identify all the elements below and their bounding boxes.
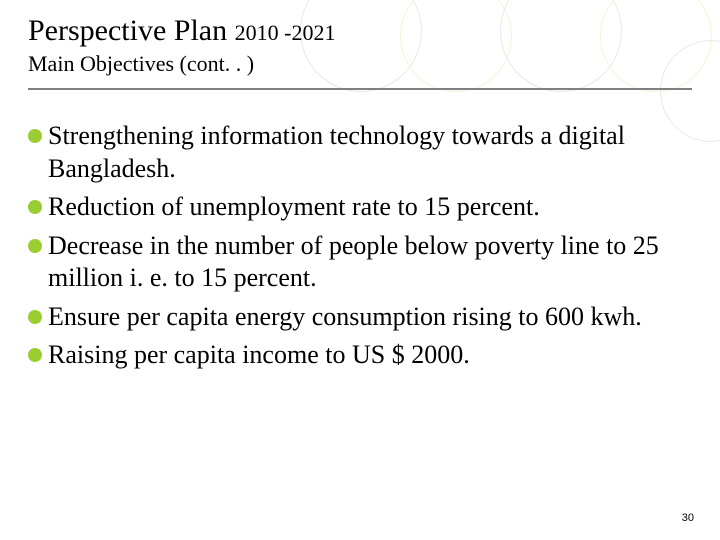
page-number: 30 [682, 512, 694, 524]
list-item: Strengthening information technology tow… [28, 120, 692, 185]
bullet-icon [28, 348, 42, 362]
list-item: Ensure per capita energy consumption ris… [28, 301, 692, 334]
title-years: 2010 -2021 [235, 20, 336, 45]
title-block: Perspective Plan 2010 -2021 Main Objecti… [28, 14, 692, 77]
title-divider [28, 88, 692, 90]
bullet-list: Strengthening information technology tow… [28, 120, 692, 378]
bullet-text: Ensure per capita energy consumption ris… [48, 301, 642, 334]
bullet-text: Raising per capita income to US $ 2000. [48, 339, 470, 372]
bullet-icon [28, 129, 42, 143]
list-item: Raising per capita income to US $ 2000. [28, 339, 692, 372]
list-item: Reduction of unemployment rate to 15 per… [28, 191, 692, 224]
bullet-text: Reduction of unemployment rate to 15 per… [48, 191, 540, 224]
title-main: Perspective Plan [28, 14, 227, 47]
bullet-icon [28, 239, 42, 253]
bullet-text: Decrease in the number of people below p… [48, 230, 692, 295]
bullet-icon [28, 310, 42, 324]
slide-title: Perspective Plan 2010 -2021 [28, 14, 692, 47]
bullet-text: Strengthening information technology tow… [48, 120, 692, 185]
bullet-icon [28, 200, 42, 214]
slide-subtitle: Main Objectives (cont. . ) [28, 51, 692, 77]
list-item: Decrease in the number of people below p… [28, 230, 692, 295]
